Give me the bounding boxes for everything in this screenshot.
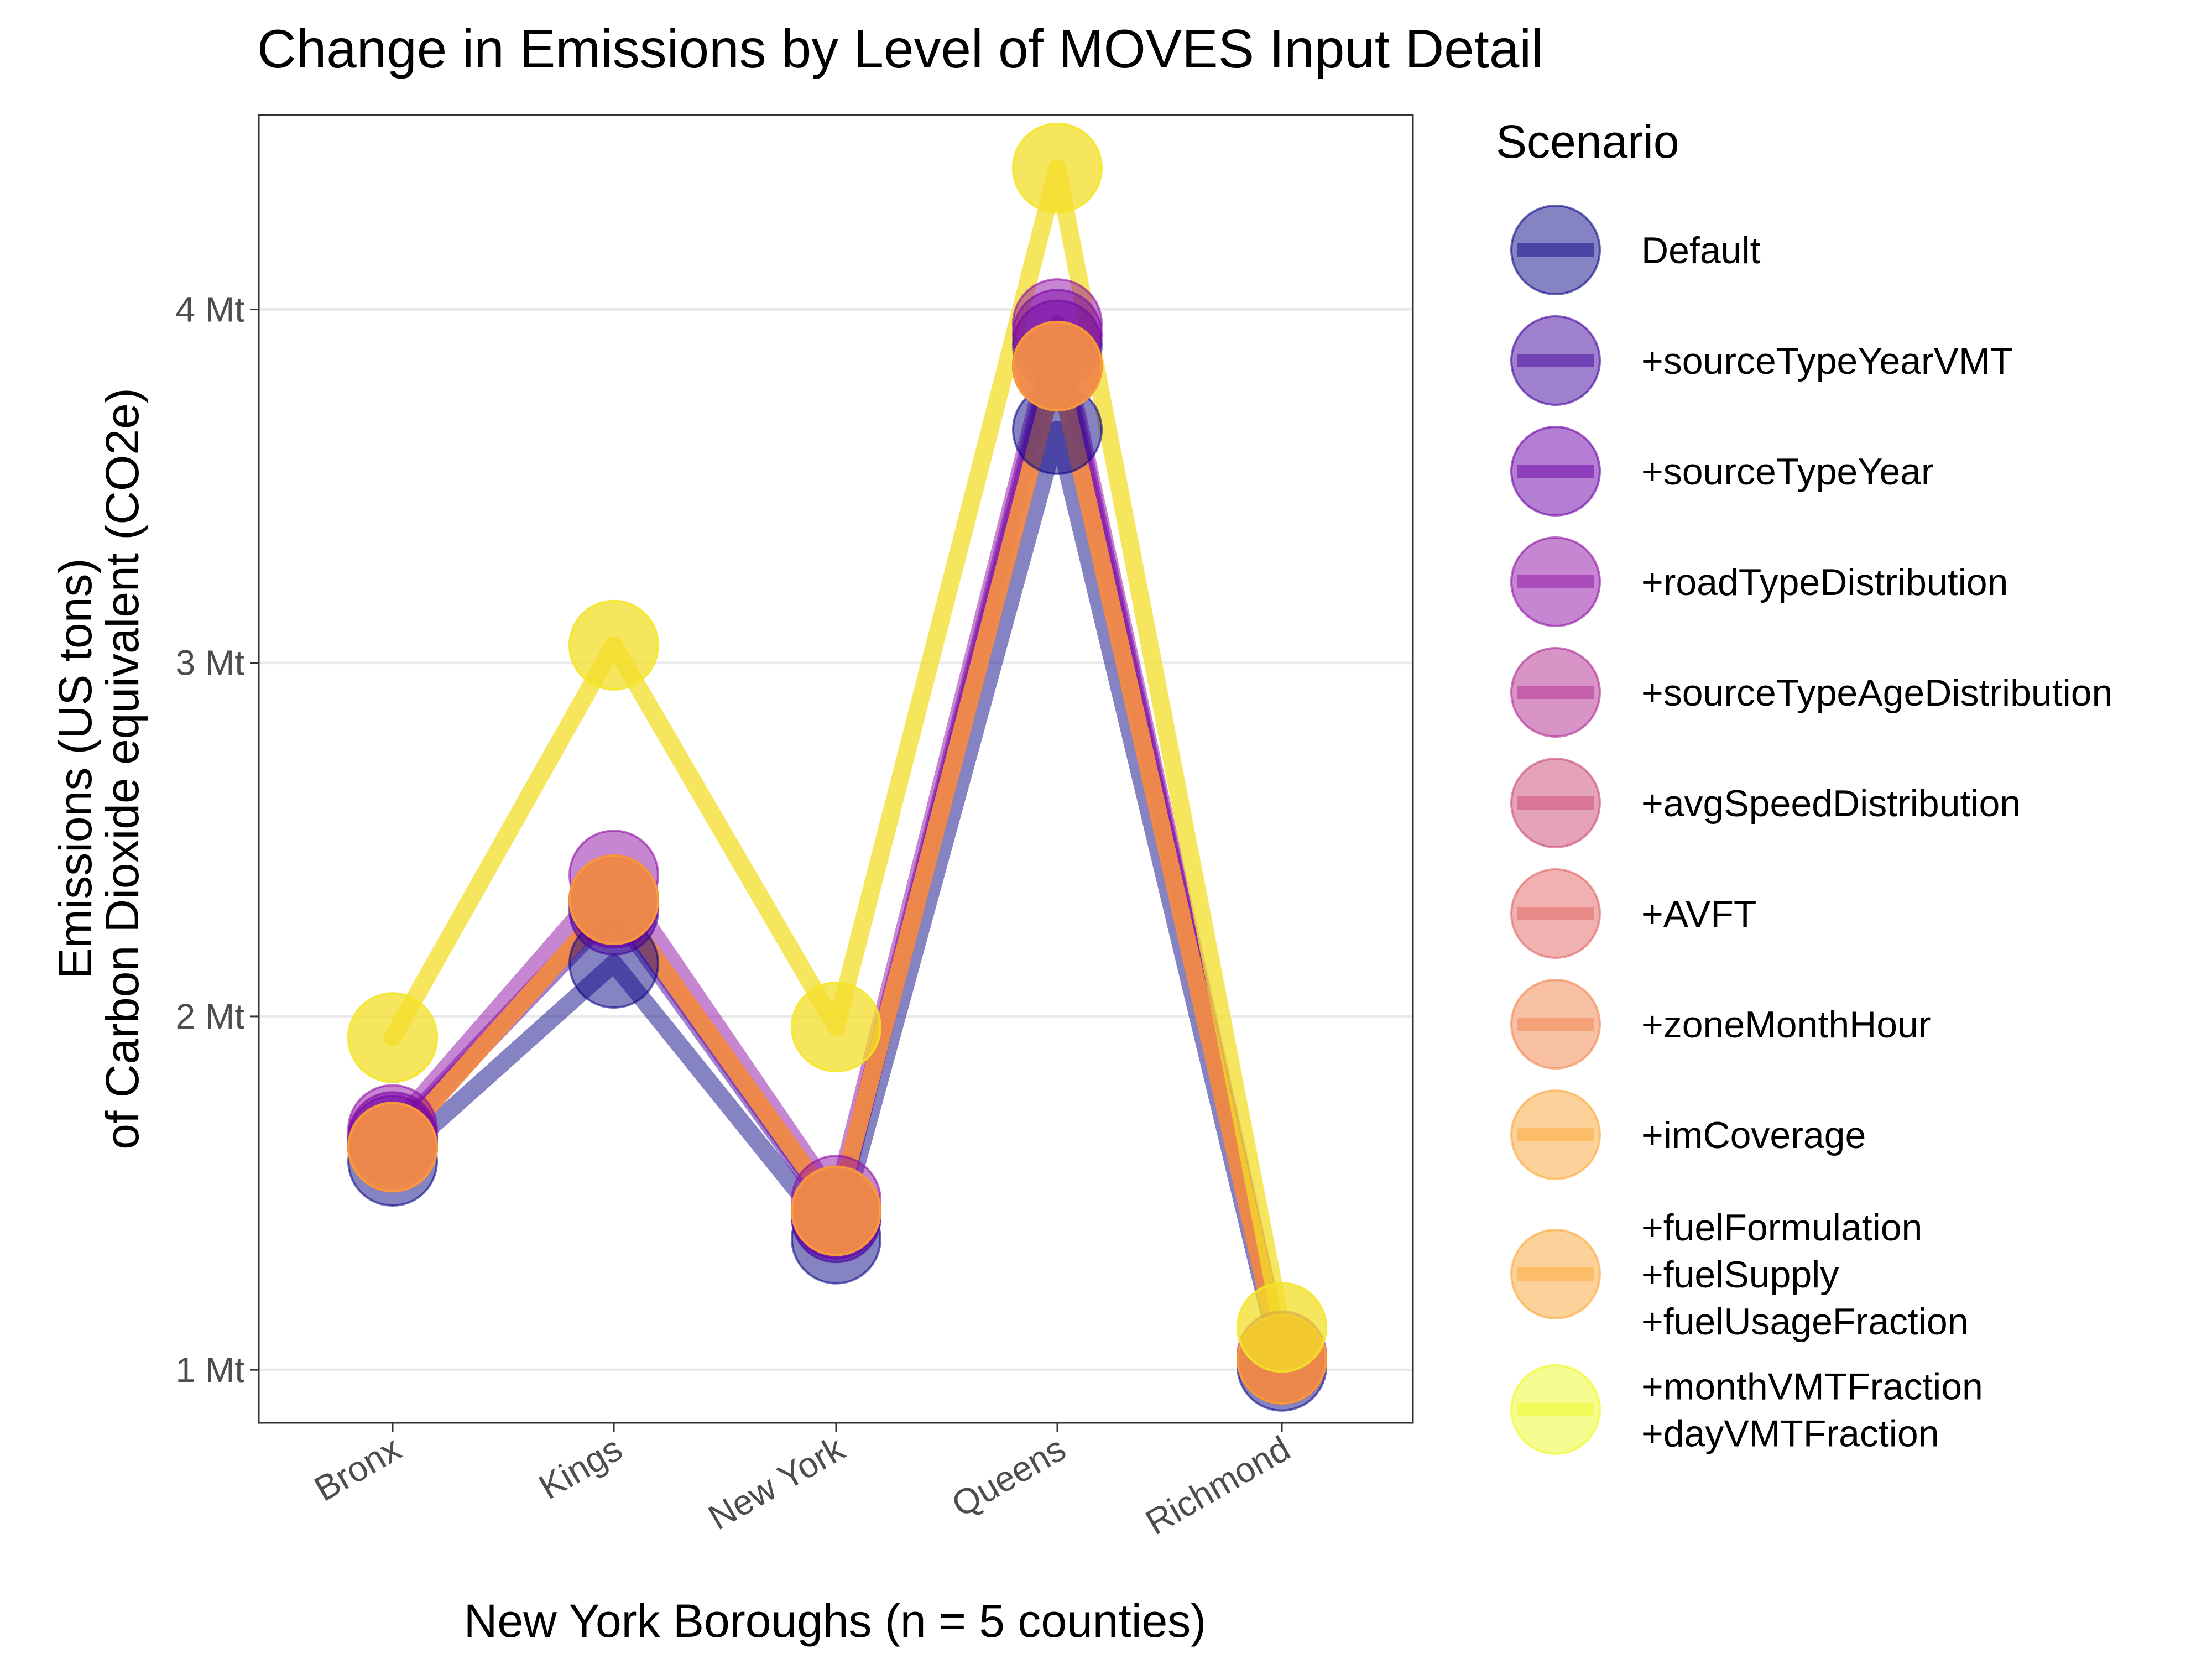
data-point	[568, 854, 659, 945]
legend-label: +sourceTypeAgeDistribution	[1641, 672, 2112, 714]
legend-label: +AVFT	[1641, 893, 1756, 935]
y-axis-title-line-2: of Carbon Dioxide equivalent (CO2e)	[96, 388, 148, 1149]
legend-key	[1510, 1364, 1601, 1455]
y-tick-label: 2 Mt	[176, 997, 245, 1036]
y-axis-title: Emissions (US tons) of Carbon Dioxide eq…	[49, 388, 148, 1149]
data-point	[347, 992, 438, 1083]
legend-label: +fuelUsageFraction	[1641, 1301, 1969, 1343]
legend-title: Scenario	[1496, 116, 1679, 168]
legend-key	[1510, 426, 1601, 517]
legend: Default +sourceTypeYearVMT +sourceTypeYear…	[1510, 205, 2112, 1455]
series-points	[347, 122, 1327, 1412]
legend-key	[1510, 868, 1601, 959]
legend-label: +zoneMonthHour	[1641, 1004, 1931, 1046]
legend-key	[1510, 205, 1601, 295]
legend-label: +sourceTypeYearVMT	[1641, 340, 2013, 382]
y-tick-label: 4 Mt	[176, 290, 245, 330]
data-point	[1237, 1282, 1327, 1373]
y-axis-title-line-1: Emissions (US tons)	[49, 559, 101, 979]
data-point	[1012, 320, 1103, 411]
x-axis-title: New York Boroughs (n = 5 counties)	[464, 1595, 1206, 1647]
legend-label: Default	[1641, 229, 1761, 272]
legend-key	[1510, 647, 1601, 738]
y-axis: 1 Mt 2 Mt 3 Mt 4 Mt	[176, 290, 259, 1390]
data-point	[791, 982, 881, 1073]
data-point	[568, 599, 659, 691]
legend-label: +dayVMTFraction	[1641, 1413, 1939, 1455]
legend-label: +roadTypeDistribution	[1641, 561, 2008, 603]
legend-key	[1510, 979, 1601, 1070]
legend-key	[1510, 758, 1601, 848]
legend-label: +imCoverage	[1641, 1114, 1866, 1156]
legend-key	[1510, 536, 1601, 627]
data-point	[1012, 122, 1103, 213]
legend-key	[1510, 315, 1601, 406]
data-point	[791, 1165, 881, 1256]
y-tick-label: 1 Mt	[176, 1350, 245, 1390]
chart-title: Change in Emissions by Level of MOVES In…	[257, 18, 1543, 79]
legend-label: +avgSpeedDistribution	[1641, 782, 2021, 825]
legend-label: +fuelFormulation	[1641, 1207, 1922, 1249]
legend-label: +monthVMTFraction	[1641, 1366, 1983, 1408]
legend-key	[1510, 1089, 1601, 1180]
legend-key	[1510, 1229, 1601, 1319]
y-tick-label: 3 Mt	[176, 643, 245, 683]
legend-label: +sourceTypeYear	[1641, 451, 1934, 493]
data-point	[347, 1102, 438, 1193]
legend-label: +fuelSupply	[1641, 1254, 1839, 1296]
